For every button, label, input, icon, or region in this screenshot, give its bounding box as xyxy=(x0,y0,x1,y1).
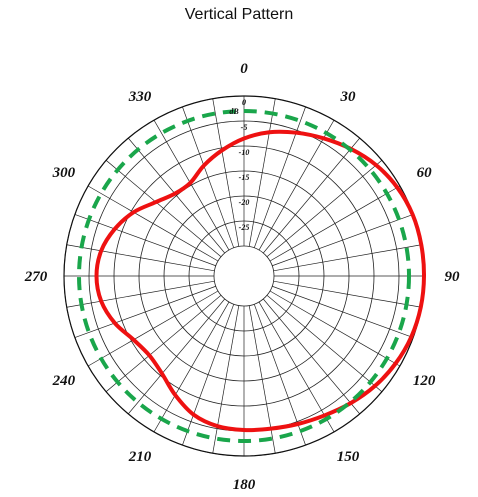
grid-ring xyxy=(138,170,350,382)
polar-grid xyxy=(63,95,425,457)
radial-tick-label: -5 xyxy=(241,123,248,132)
angle-tick-label: 0 xyxy=(240,61,248,77)
series-line-dashed xyxy=(77,109,411,443)
radial-tick-label: -25 xyxy=(239,223,250,232)
radial-tick-label: -10 xyxy=(239,148,250,157)
angle-tick-label: 60 xyxy=(417,165,433,181)
angle-tick-label: 330 xyxy=(128,89,152,105)
grid-ring-inner xyxy=(213,245,275,307)
radial-tick-label: -15 xyxy=(239,173,250,182)
angle-tick-label: 240 xyxy=(52,373,76,389)
angle-tick-label: 300 xyxy=(52,165,76,181)
angle-tick-label: 120 xyxy=(413,373,436,389)
radial-unit-label: dB xyxy=(229,107,239,116)
chart-title: Vertical Pattern xyxy=(184,6,294,23)
angle-tick-label: 30 xyxy=(340,89,357,105)
series-layer xyxy=(77,109,427,443)
angle-tick-label: 150 xyxy=(337,449,360,465)
angle-labels: 0 30 60 90 120 150 180 210 240 270 300 330 xyxy=(24,61,460,493)
angle-tick-label: 270 xyxy=(24,269,48,285)
angle-tick-label: 210 xyxy=(128,449,152,465)
radial-labels: 0 -5 -10 -15 -20 -25 dB xyxy=(229,98,249,232)
angle-tick-label: 90 xyxy=(445,269,461,285)
grid-ring xyxy=(188,220,300,332)
grid-ring xyxy=(163,195,325,357)
radial-tick-label: -20 xyxy=(239,198,250,207)
radial-tick-label: 0 xyxy=(242,98,246,107)
series-line-solid xyxy=(94,129,427,433)
grid-ring xyxy=(113,145,375,407)
angle-tick-label: 180 xyxy=(233,477,256,493)
